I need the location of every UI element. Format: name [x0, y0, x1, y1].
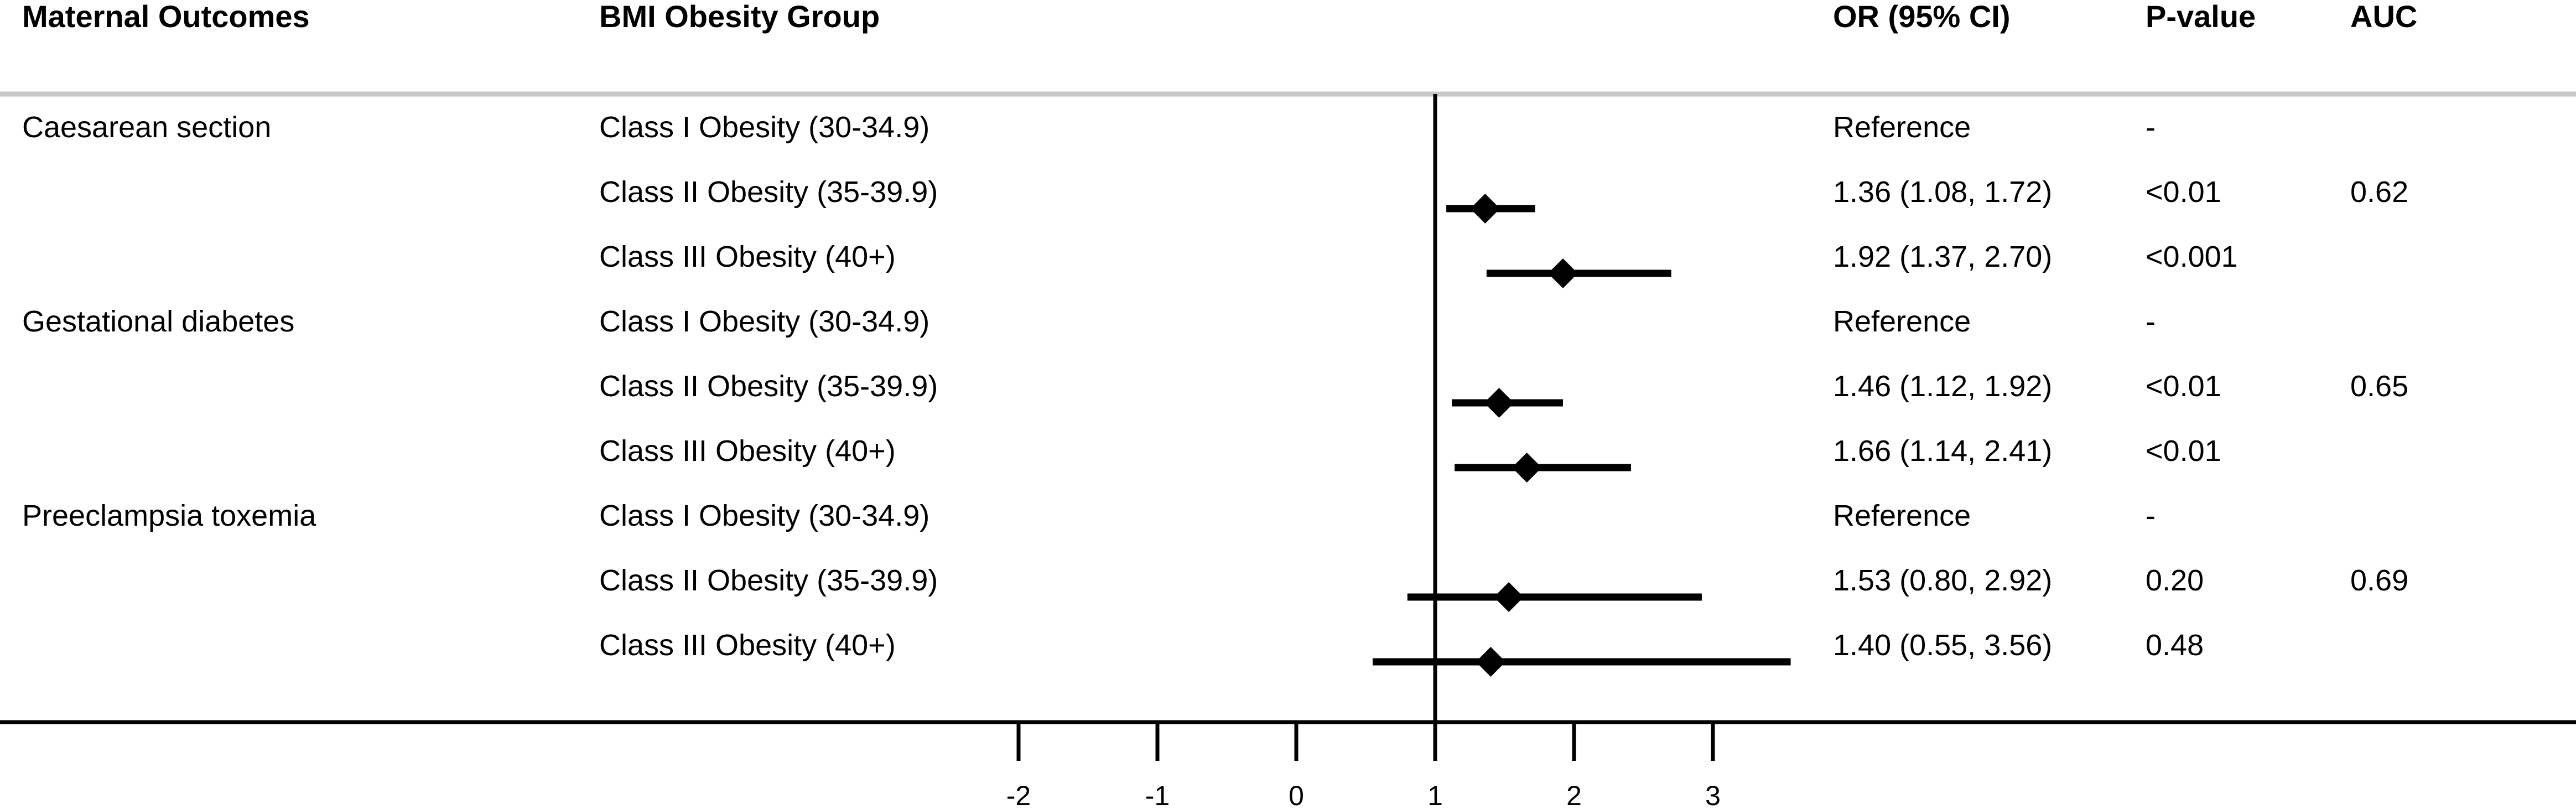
- or-point: [1470, 194, 1500, 224]
- x-axis-ticks: -2 -1 0 1 2 3: [1006, 722, 1721, 809]
- group-cell: Class III Obesity (40+): [599, 434, 896, 468]
- group-cell: Class II Obesity (35-39.9): [599, 175, 938, 209]
- group-cell: Class I Obesity (30-34.9): [599, 305, 930, 338]
- or-ci-cell: Reference: [1833, 305, 1971, 338]
- outcome-cell: Preeclampsia toxemia: [22, 499, 316, 532]
- p-value-cell: <0.01: [2146, 370, 2221, 403]
- or-ci-cell: 1.46 (1.12, 1.92): [1833, 370, 2053, 403]
- group-cell: Class III Obesity (40+): [599, 240, 896, 273]
- group-cell: Class II Obesity (35-39.9): [599, 564, 938, 597]
- header-auc: AUC: [2350, 0, 2418, 34]
- p-value-cell: -: [2146, 305, 2156, 338]
- x-tick-label: 1: [1427, 780, 1443, 809]
- p-value-cell: <0.001: [2146, 240, 2238, 273]
- or-point: [1547, 258, 1578, 288]
- x-tick-label: 3: [1705, 780, 1721, 809]
- x-tick-label: 2: [1566, 780, 1582, 809]
- p-value-cell: -: [2146, 111, 2156, 144]
- p-value-cell: -: [2146, 499, 2156, 532]
- outcome-cell: Gestational diabetes: [22, 305, 295, 338]
- header-p-value: P-value: [2146, 0, 2256, 34]
- or-point: [1512, 453, 1542, 483]
- x-tick-label: -1: [1145, 780, 1170, 809]
- or-point: [1476, 647, 1506, 677]
- x-tick-label: 0: [1289, 780, 1304, 809]
- or-ci-cell: 1.66 (1.14, 2.41): [1833, 434, 2053, 468]
- header-maternal-outcomes: Maternal Outcomes: [22, 0, 310, 34]
- header-or-ci: OR (95% CI): [1833, 0, 2011, 34]
- or-ci-cell: Reference: [1833, 499, 1971, 532]
- or-point: [1494, 582, 1524, 612]
- group-cell: Class II Obesity (35-39.9): [599, 370, 938, 403]
- group-cell: Class I Obesity (30-34.9): [599, 499, 930, 532]
- or-ci-cell: 1.40 (0.55, 3.56): [1833, 629, 2053, 662]
- x-tick-label: -2: [1006, 780, 1031, 809]
- or-point: [1484, 388, 1514, 418]
- p-value-cell: <0.01: [2146, 175, 2221, 209]
- auc-cell: 0.69: [2350, 564, 2409, 597]
- p-value-cell: 0.48: [2146, 629, 2204, 662]
- outcome-cell: Caesarean section: [22, 111, 272, 144]
- auc-cell: 0.62: [2350, 175, 2409, 209]
- group-cell: Class I Obesity (30-34.9): [599, 111, 930, 144]
- estimate-marks: [1373, 194, 1791, 677]
- or-ci-cell: Reference: [1833, 111, 1971, 144]
- header-bmi-group: BMI Obesity Group: [599, 0, 880, 34]
- group-cell: Class III Obesity (40+): [599, 629, 896, 662]
- or-ci-cell: 1.92 (1.37, 2.70): [1833, 240, 2053, 273]
- p-value-cell: <0.01: [2146, 434, 2221, 468]
- or-ci-cell: 1.53 (0.80, 2.92): [1833, 564, 2053, 597]
- or-ci-cell: 1.36 (1.08, 1.72): [1833, 175, 2053, 209]
- p-value-cell: 0.20: [2146, 564, 2204, 597]
- auc-cell: 0.65: [2350, 370, 2409, 403]
